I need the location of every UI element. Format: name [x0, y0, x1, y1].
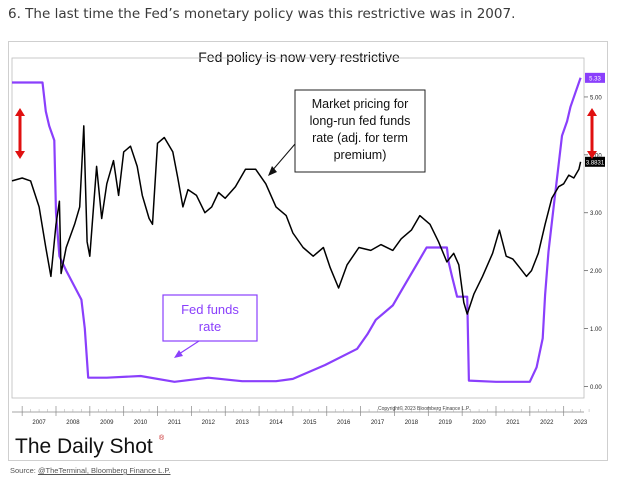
annotation-market-line: premium) [334, 148, 387, 162]
x-tick-label: 2022 [540, 420, 554, 426]
y-tick-label: 3.00 [590, 211, 602, 217]
annotation-ffr-pointer [178, 340, 200, 355]
copyright-text: Copyright© 2023 Bloomberg Finance L.P. [378, 405, 470, 412]
x-tick-label: 2010 [134, 420, 148, 426]
source-links[interactable]: @TheTerminal, Bloomberg Finance L.P. [37, 466, 171, 475]
end-label-fed-funds-box [585, 72, 605, 83]
annotation-ffr-arrowhead [174, 350, 183, 358]
annotation-market-arrowhead [268, 166, 277, 176]
series-fed-funds-line [12, 77, 582, 383]
red-double-arrow-left [15, 108, 25, 159]
x-tick-label: 2009 [100, 420, 114, 426]
y-tick-label: 2.00 [590, 269, 602, 275]
x-tick-label: 2016 [337, 420, 351, 426]
end-label-fed-funds: 5.33 [589, 76, 601, 82]
arrow-head-down [15, 151, 25, 159]
x-tick-label: 2019 [439, 420, 453, 426]
annotation-market-line: long-run fed funds [310, 114, 411, 128]
chart-frame: Fed policy is now very restrictive 0.00 1… [8, 41, 608, 461]
brand-mark: ® [159, 434, 165, 442]
x-tick-label: 2013 [235, 420, 249, 426]
arrow-head-up [587, 108, 597, 116]
x-tick-label: 2020 [472, 420, 486, 426]
plot-area [11, 57, 585, 399]
x-tick-label: 2017 [371, 420, 385, 426]
x-tick-label: 2023 [574, 420, 588, 426]
annotation-market-pointer [270, 143, 296, 173]
y-tick-label: 0.00 [590, 385, 602, 391]
end-label-market-box [585, 156, 605, 167]
arrow-head-up [15, 108, 25, 116]
red-double-arrow-right [587, 108, 597, 159]
chart-svg: Fed policy is now very restrictive 0.00 1… [11, 49, 605, 458]
annotation-market-line: rate (adj. for term [312, 131, 408, 145]
brand-logo: The Daily Shot [15, 435, 153, 458]
y-tick-label: 4.00 [590, 153, 602, 159]
x-tick-label: 2021 [506, 420, 520, 426]
source-prefix: Source: [10, 466, 38, 475]
annotation-market-box [294, 89, 426, 173]
series-market-pricing-line [11, 125, 582, 315]
annotation-market-line: Market pricing for [312, 97, 409, 111]
source-line: Source: @TheTerminal, Bloomberg Finance … [10, 466, 170, 475]
x-tick-label: 2015 [303, 420, 317, 426]
x-tick-label: 2018 [405, 420, 419, 426]
y-tick-label: 5.00 [590, 95, 602, 101]
x-tick-label: 2007 [32, 420, 46, 426]
x-tick-label: 2012 [202, 420, 216, 426]
arrow-head-down [587, 151, 597, 159]
x-tick-label: 2014 [269, 420, 283, 426]
annotation-ffr-line: rate [199, 319, 221, 334]
x-tick-label: 2011 [168, 420, 182, 426]
chart-title: Fed policy is now very restrictive [198, 49, 400, 65]
annotation-ffr-line: Fed funds [181, 302, 239, 317]
y-tick-label: 1.00 [590, 327, 602, 333]
end-label-market: 3.8831 [586, 160, 605, 166]
x-tick-label: 2008 [66, 420, 80, 426]
annotation-ffr-box [162, 294, 258, 342]
headline: 6. The last time the Fed’s monetary poli… [8, 6, 516, 22]
